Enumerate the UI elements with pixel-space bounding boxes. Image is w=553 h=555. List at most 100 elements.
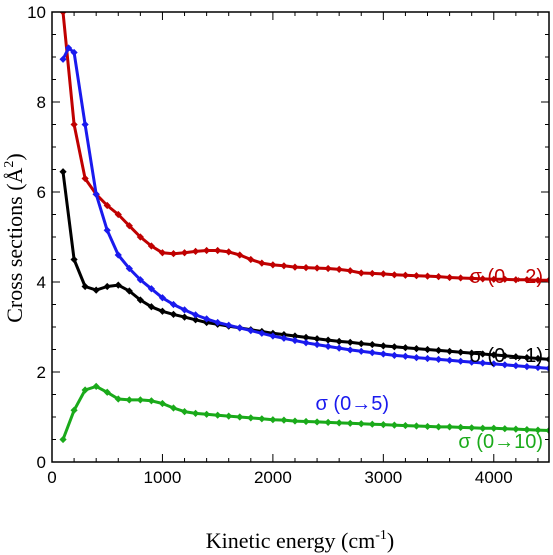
data-point [490,275,498,283]
data-point [214,411,222,419]
data-point [158,399,167,408]
data-point [147,303,155,311]
data-point [313,340,321,349]
data-point [313,418,321,426]
data-point [523,363,531,371]
series-label-0-1: σ (0→1) [470,345,543,367]
data-point [169,300,178,309]
data-point [357,347,365,355]
axis-ticks [51,11,549,463]
data-point [501,275,509,283]
data-point [169,310,178,318]
data-point [180,313,189,321]
data-point [225,248,233,256]
data-point [269,332,277,340]
data-point [479,275,487,283]
x-tick-label: 4000 [475,468,513,487]
data-point [180,306,189,314]
data-point [136,233,144,241]
data-point [412,345,421,353]
data-point [125,287,133,295]
data-point [125,222,133,230]
data-point [103,201,111,210]
data-point [324,342,332,350]
data-point [446,356,454,364]
data-point [125,396,133,404]
data-point [103,282,111,291]
data-point [169,250,178,258]
data-point [346,419,354,427]
data-point [335,265,343,273]
data-point [324,264,332,273]
data-point [390,421,398,429]
data-point [446,423,454,431]
data-point [434,423,443,431]
data-point [180,408,189,416]
data-point [346,267,354,275]
data-point [412,272,421,280]
data-point [468,358,476,366]
data-point [457,357,465,365]
data-point [81,120,89,129]
y-tick-label: 4 [37,273,46,292]
data-point [158,307,167,315]
data-point [423,345,432,354]
series-line-2 [61,46,549,370]
x-tick-label: 0 [47,468,56,487]
data-point [357,340,365,348]
series-label-0-10: σ (0→10) [458,431,543,453]
data-point [225,321,233,329]
data-point [70,255,78,264]
data-point [114,395,122,403]
data-point [401,344,410,352]
data-point [423,272,432,280]
data-point [269,261,277,269]
data-point [490,424,498,432]
data-point [136,296,144,304]
data-point [512,362,520,370]
data-point [247,255,255,264]
data-point [302,333,310,341]
data-point [59,12,67,16]
data-point [523,426,531,434]
data-point [191,316,200,324]
y-axis-title: Cross sections (Å2) [2,153,27,323]
data-point [379,421,387,429]
data-point [291,336,299,345]
data-point [457,423,465,431]
y-tick-label: 8 [37,93,46,112]
tick-labels: 0 1000 2000 3000 4000 0 2 4 6 8 10 [27,3,513,487]
data-point [479,359,487,367]
data-point [379,270,387,278]
data-point [81,282,89,291]
data-point [147,397,155,405]
series-line-0 [61,12,549,282]
data-point [324,336,332,344]
data-point [59,55,67,63]
data-point [401,421,410,430]
data-point [236,324,244,332]
data-point [214,318,222,327]
data-point [534,363,542,372]
data-point [401,271,410,279]
data-point [280,331,288,339]
data-point [258,329,266,337]
data-point [357,420,365,428]
data-point [203,315,211,323]
y-tick-label: 10 [27,3,46,22]
data-point [158,294,167,302]
data-point [92,382,100,390]
data-point [136,396,144,404]
data-point [545,426,549,435]
data-point [64,44,73,52]
data-point [214,246,222,255]
data-point [81,386,89,394]
data-point [512,353,520,361]
data-point [125,264,133,273]
data-point [401,352,410,360]
data-point [313,264,321,272]
series-label-0-5: σ (0→5) [316,393,389,415]
data-point [457,274,465,282]
data-point [225,412,233,420]
